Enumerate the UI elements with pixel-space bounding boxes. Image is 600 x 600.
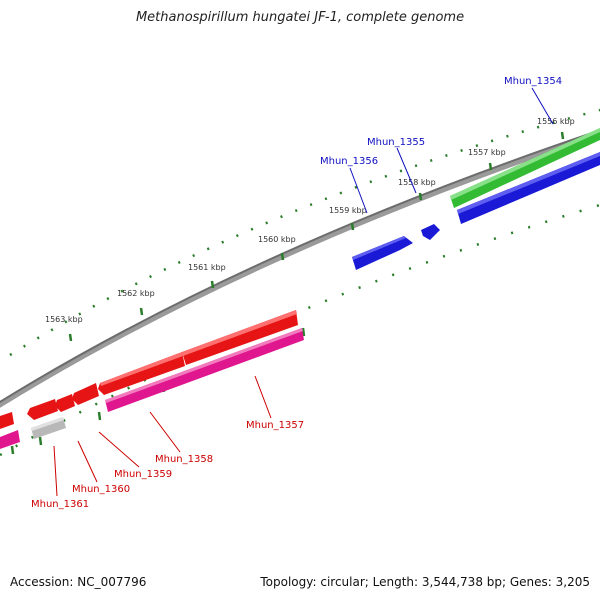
gene-label-mhun-1354[interactable]: Mhun_1354 [504,76,562,87]
gene-label-mhun-1356[interactable]: Mhun_1356 [320,156,378,167]
kbp-labels: 1556 kbp 1557 kbp 1558 kbp 1559 kbp 1560 kbp… [45,117,575,324]
gene-mhun-1359[interactable] [72,383,99,405]
accession-text: Accession: NC_007796 [10,575,147,589]
kbp-label: 1556 kbp [537,117,575,126]
major-tick [210,280,215,289]
gene-mhun-1361[interactable] [27,399,58,420]
major-tick [418,192,423,201]
gene-label-mhun-1359[interactable]: Mhun_1359 [114,469,172,480]
major-tick [350,222,355,231]
kbp-label: 1563 kbp [45,315,83,324]
gene-grey-segment[interactable] [31,417,66,439]
major-tick [560,131,565,140]
leader-mhun-1354 [531,87,554,125]
major-tick [280,252,285,261]
gene-label-mhun-1360[interactable]: Mhun_1360 [72,484,130,495]
gene-mhun-1354[interactable] [450,128,600,208]
page-title: Methanospirillum hungatei JF-1, complete… [135,10,465,25]
leader-mhun-1356 [349,167,368,214]
gene-mhun-1355[interactable] [421,224,440,240]
gene-mhun-1360[interactable] [55,394,75,412]
kbp-label: 1558 kbp [398,178,436,187]
genome-summary-text: Topology: circular; Length: 3,544,738 bp… [260,575,590,589]
major-tick [488,162,493,171]
gene-left-edge-red[interactable] [0,412,14,429]
leader-mhun-1359 [98,431,140,468]
major-tick [139,307,144,316]
major-tick [301,327,306,337]
kbp-label: 1562 kbp [117,289,155,298]
kbp-label: 1560 kbp [258,235,296,244]
gene-label-mhun-1358[interactable]: Mhun_1358 [155,454,213,465]
genome-backbone [0,129,600,404]
gene-mhun-1357[interactable] [182,310,298,365]
gene-mhun-1354-track2[interactable] [457,152,600,224]
leader-mhun-1361 [53,445,58,497]
gene-label-mhun-1355[interactable]: Mhun_1355 [367,137,425,148]
kbp-label: 1559 kbp [329,206,367,215]
gene-left-edge-pink[interactable] [0,430,20,449]
major-tick [38,436,43,446]
leader-mhun-1360 [77,440,98,483]
major-ticks [10,131,565,455]
major-tick [10,445,15,455]
gene-label-mhun-1357[interactable]: Mhun_1357 [246,420,304,431]
gene-label-mhun-1361[interactable]: Mhun_1361 [31,499,89,510]
kbp-label: 1557 kbp [468,148,506,157]
leader-mhun-1358 [149,411,181,453]
gene-mhun-1357-pink[interactable] [105,328,304,412]
major-tick [97,411,102,421]
genome-backbone-shadow [0,130,600,408]
gene-mhun-1358[interactable] [98,352,185,395]
kbp-label: 1561 kbp [188,263,226,272]
leader-mhun-1357 [254,375,272,419]
major-tick [68,333,73,342]
leader-mhun-1355 [396,147,417,194]
gene-mhun-1356[interactable] [352,236,413,270]
